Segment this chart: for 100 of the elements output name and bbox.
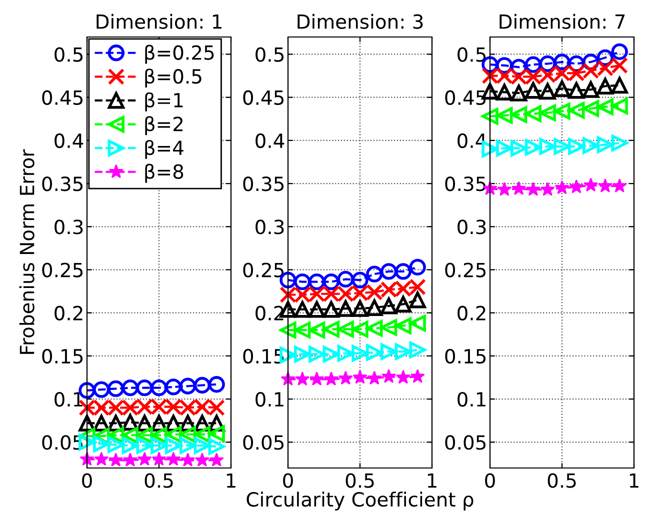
- point: [322, 346, 340, 363]
- point: [366, 299, 383, 316]
- x-tick-label: 1: [630, 473, 638, 488]
- point: [337, 270, 354, 288]
- point: [352, 320, 368, 338]
- point: [208, 438, 225, 455]
- point: [338, 370, 353, 385]
- point: [496, 107, 513, 124]
- point: [137, 452, 152, 466]
- point: [208, 425, 225, 442]
- point: [294, 301, 311, 318]
- y-tick-label: 0.3: [54, 220, 83, 234]
- point: [539, 104, 556, 122]
- y-tick-label: 0.45: [445, 90, 486, 106]
- x-tick-label: 0.5: [346, 473, 374, 488]
- x-tick-label: 0: [485, 473, 495, 488]
- point: [524, 82, 542, 99]
- x-tick-label: 1: [226, 473, 236, 488]
- point: [352, 272, 368, 288]
- point: [394, 296, 412, 313]
- point: [194, 376, 211, 394]
- legend-label: β=8: [145, 164, 184, 183]
- point: [179, 378, 196, 394]
- legend-label: β=1: [145, 92, 183, 112]
- point: [596, 98, 614, 116]
- point: [380, 263, 398, 280]
- point: [152, 452, 166, 466]
- point: [510, 140, 528, 157]
- point: [554, 180, 570, 194]
- y-tick-label: 0.15: [445, 348, 486, 364]
- point: [568, 138, 585, 155]
- point: [93, 381, 110, 398]
- point: [611, 98, 628, 114]
- y-tick-label: 0.2: [54, 306, 82, 321]
- point: [367, 370, 382, 385]
- point: [482, 108, 498, 125]
- point: [122, 452, 138, 467]
- point: [526, 182, 540, 196]
- point: [611, 134, 628, 152]
- legend-label: β=0.25: [145, 44, 214, 64]
- y-tick-label: 0.3: [256, 220, 284, 234]
- point: [582, 81, 600, 98]
- point: [308, 301, 326, 318]
- y-tick-label: 0.3: [458, 220, 486, 234]
- point: [584, 178, 598, 192]
- point: [612, 178, 627, 192]
- point: [324, 372, 338, 386]
- point: [596, 136, 614, 154]
- legend-label: β=0.5: [145, 68, 202, 88]
- y-tick-label: 0.45: [42, 90, 83, 106]
- point: [108, 452, 124, 467]
- point: [569, 179, 584, 194]
- point: [150, 437, 168, 454]
- point: [409, 314, 426, 332]
- point: [540, 182, 555, 196]
- point: [568, 102, 585, 119]
- point: [611, 43, 628, 60]
- y-tick-label: 0.15: [42, 348, 83, 364]
- chart-title: Dimension: 7: [500, 14, 625, 29]
- point: [165, 437, 182, 454]
- point: [310, 372, 324, 386]
- point: [582, 137, 600, 154]
- point: [136, 380, 153, 396]
- legend-label: β=2: [145, 116, 183, 136]
- point: [294, 273, 311, 290]
- chart-title: Dimension: 3: [298, 14, 423, 29]
- point: [410, 368, 425, 383]
- point: [366, 320, 383, 337]
- y-tick-label: 0.1: [256, 392, 284, 407]
- point: [554, 138, 570, 155]
- point: [308, 273, 326, 290]
- point: [107, 380, 124, 398]
- point: [512, 181, 526, 196]
- y-tick-label: 0.1: [458, 392, 486, 407]
- point: [396, 370, 410, 384]
- x-tick-label: 1: [428, 473, 436, 488]
- y-tick-label: 0.1: [54, 392, 82, 407]
- point: [568, 82, 585, 99]
- point: [510, 106, 528, 123]
- point: [409, 258, 426, 276]
- point: [165, 378, 182, 396]
- point: [308, 322, 326, 338]
- point: [122, 380, 139, 396]
- point: [554, 80, 570, 98]
- y-tick-label: 0.35: [445, 176, 486, 192]
- point: [366, 266, 383, 282]
- point: [352, 370, 368, 384]
- point: [194, 452, 210, 467]
- point: [352, 300, 368, 317]
- point: [209, 452, 224, 467]
- point: [180, 452, 196, 467]
- point: [150, 380, 168, 396]
- point: [409, 342, 426, 358]
- point: [136, 437, 153, 454]
- point: [496, 84, 513, 100]
- point: [554, 102, 570, 120]
- y-tick-label: 0.5: [54, 47, 83, 62]
- point: [194, 437, 211, 454]
- chart-title: Dimension: 1: [96, 14, 222, 29]
- y-tick-label: 0.25: [445, 262, 486, 278]
